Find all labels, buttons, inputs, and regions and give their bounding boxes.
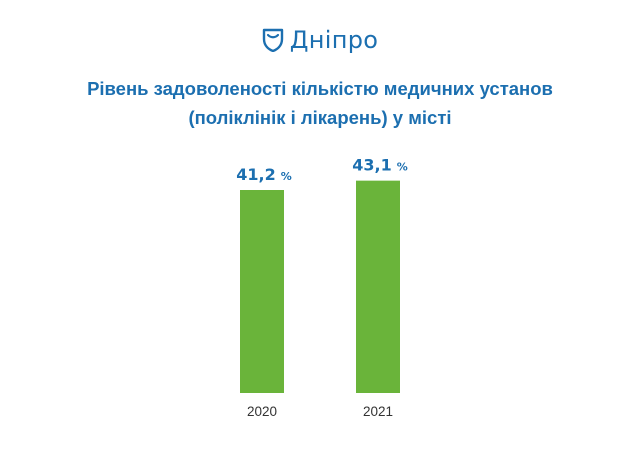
chart-title-line-2: (поліклінік і лікарень) у місті	[188, 107, 452, 128]
bar-2020	[240, 190, 284, 393]
logo: Дніпро	[0, 26, 640, 54]
data-label-2020: 41,2%	[236, 165, 292, 184]
chart-title-line-1: Рівень задоволеності кількістю медичних …	[87, 78, 553, 99]
data-label-2021: 43,1%	[352, 156, 408, 175]
dnipro-shield-icon	[262, 28, 283, 52]
logo-text: Дніпро	[289, 26, 379, 54]
chart-title: Рівень задоволеності кількістю медичних …	[20, 74, 620, 132]
category-label-2021: 2021	[363, 404, 393, 419]
bar-2021	[356, 180, 400, 393]
category-label-2020: 2020	[247, 404, 277, 419]
